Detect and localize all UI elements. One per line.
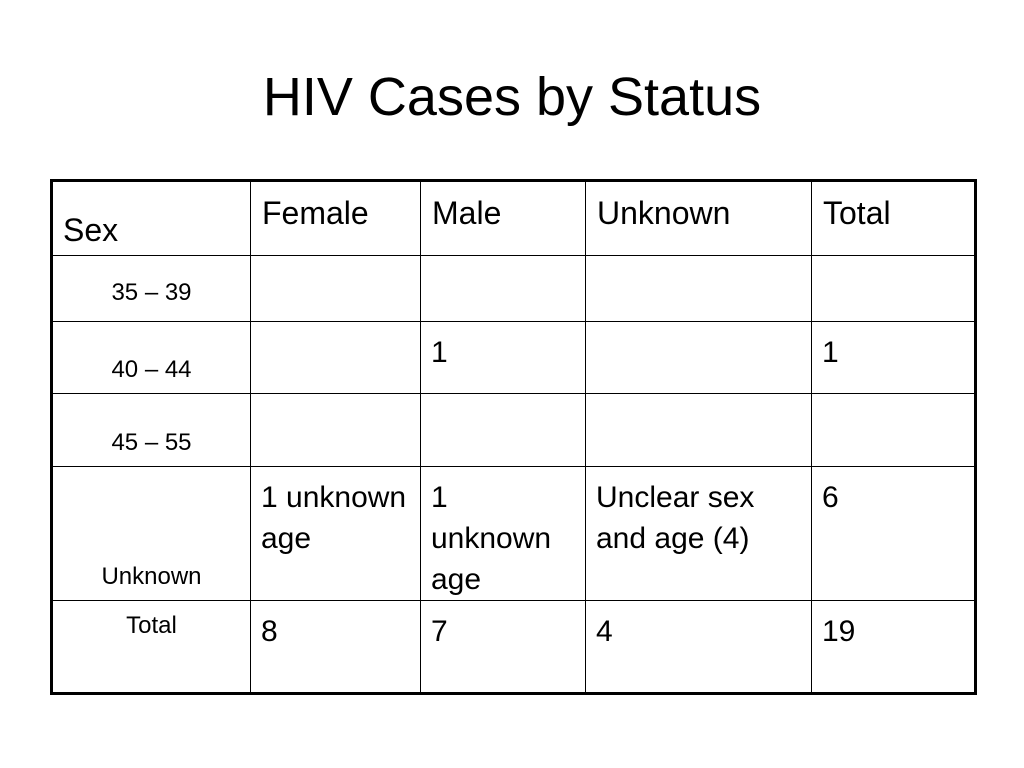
table-cell: 19 [811, 600, 976, 694]
table-row: Unknown 1 unknown age 1 unknown age Uncl… [51, 466, 976, 601]
row-label: Unknown [51, 466, 251, 601]
header-female: Female [250, 180, 421, 256]
row-label: 45 – 55 [51, 393, 251, 467]
table-cell [420, 255, 586, 322]
row-label: Total [51, 600, 251, 694]
table-cell: 8 [250, 600, 421, 694]
table-cell [585, 393, 812, 467]
header-unknown: Unknown [585, 180, 812, 256]
row-label: 35 – 39 [51, 255, 251, 322]
table-cell: 1 [811, 321, 976, 394]
table-cell [811, 255, 976, 322]
header-sex: Sex [51, 180, 251, 256]
table-cell [420, 393, 586, 467]
table-cell: 4 [585, 600, 812, 694]
table-cell [811, 393, 976, 467]
table-cell [585, 321, 812, 394]
table-total-row: Total 8 7 4 19 [51, 600, 976, 694]
slide-title: HIV Cases by Status [262, 67, 762, 127]
table-cell: Unclear sex and age (4) [585, 466, 812, 601]
table-cell [250, 255, 421, 322]
row-label: 40 – 44 [51, 321, 251, 394]
table-row: 40 – 44 1 1 [51, 321, 976, 394]
table-cell [250, 393, 421, 467]
table-row: 45 – 55 [51, 393, 976, 467]
table-row: 35 – 39 [51, 255, 976, 322]
table-cell: 6 [811, 466, 976, 601]
table-cell [585, 255, 812, 322]
table-cell: 1 unknown age [420, 466, 586, 601]
table-cell [250, 321, 421, 394]
table-cell: 1 unknown age [250, 466, 421, 601]
header-male: Male [420, 180, 586, 256]
table-cell: 7 [420, 600, 586, 694]
table-cell: 1 [420, 321, 586, 394]
hiv-cases-table: Sex Female Male Unknown Total 35 – 39 40… [50, 179, 977, 695]
header-total: Total [811, 180, 976, 256]
table-header-row: Sex Female Male Unknown Total [51, 180, 976, 256]
